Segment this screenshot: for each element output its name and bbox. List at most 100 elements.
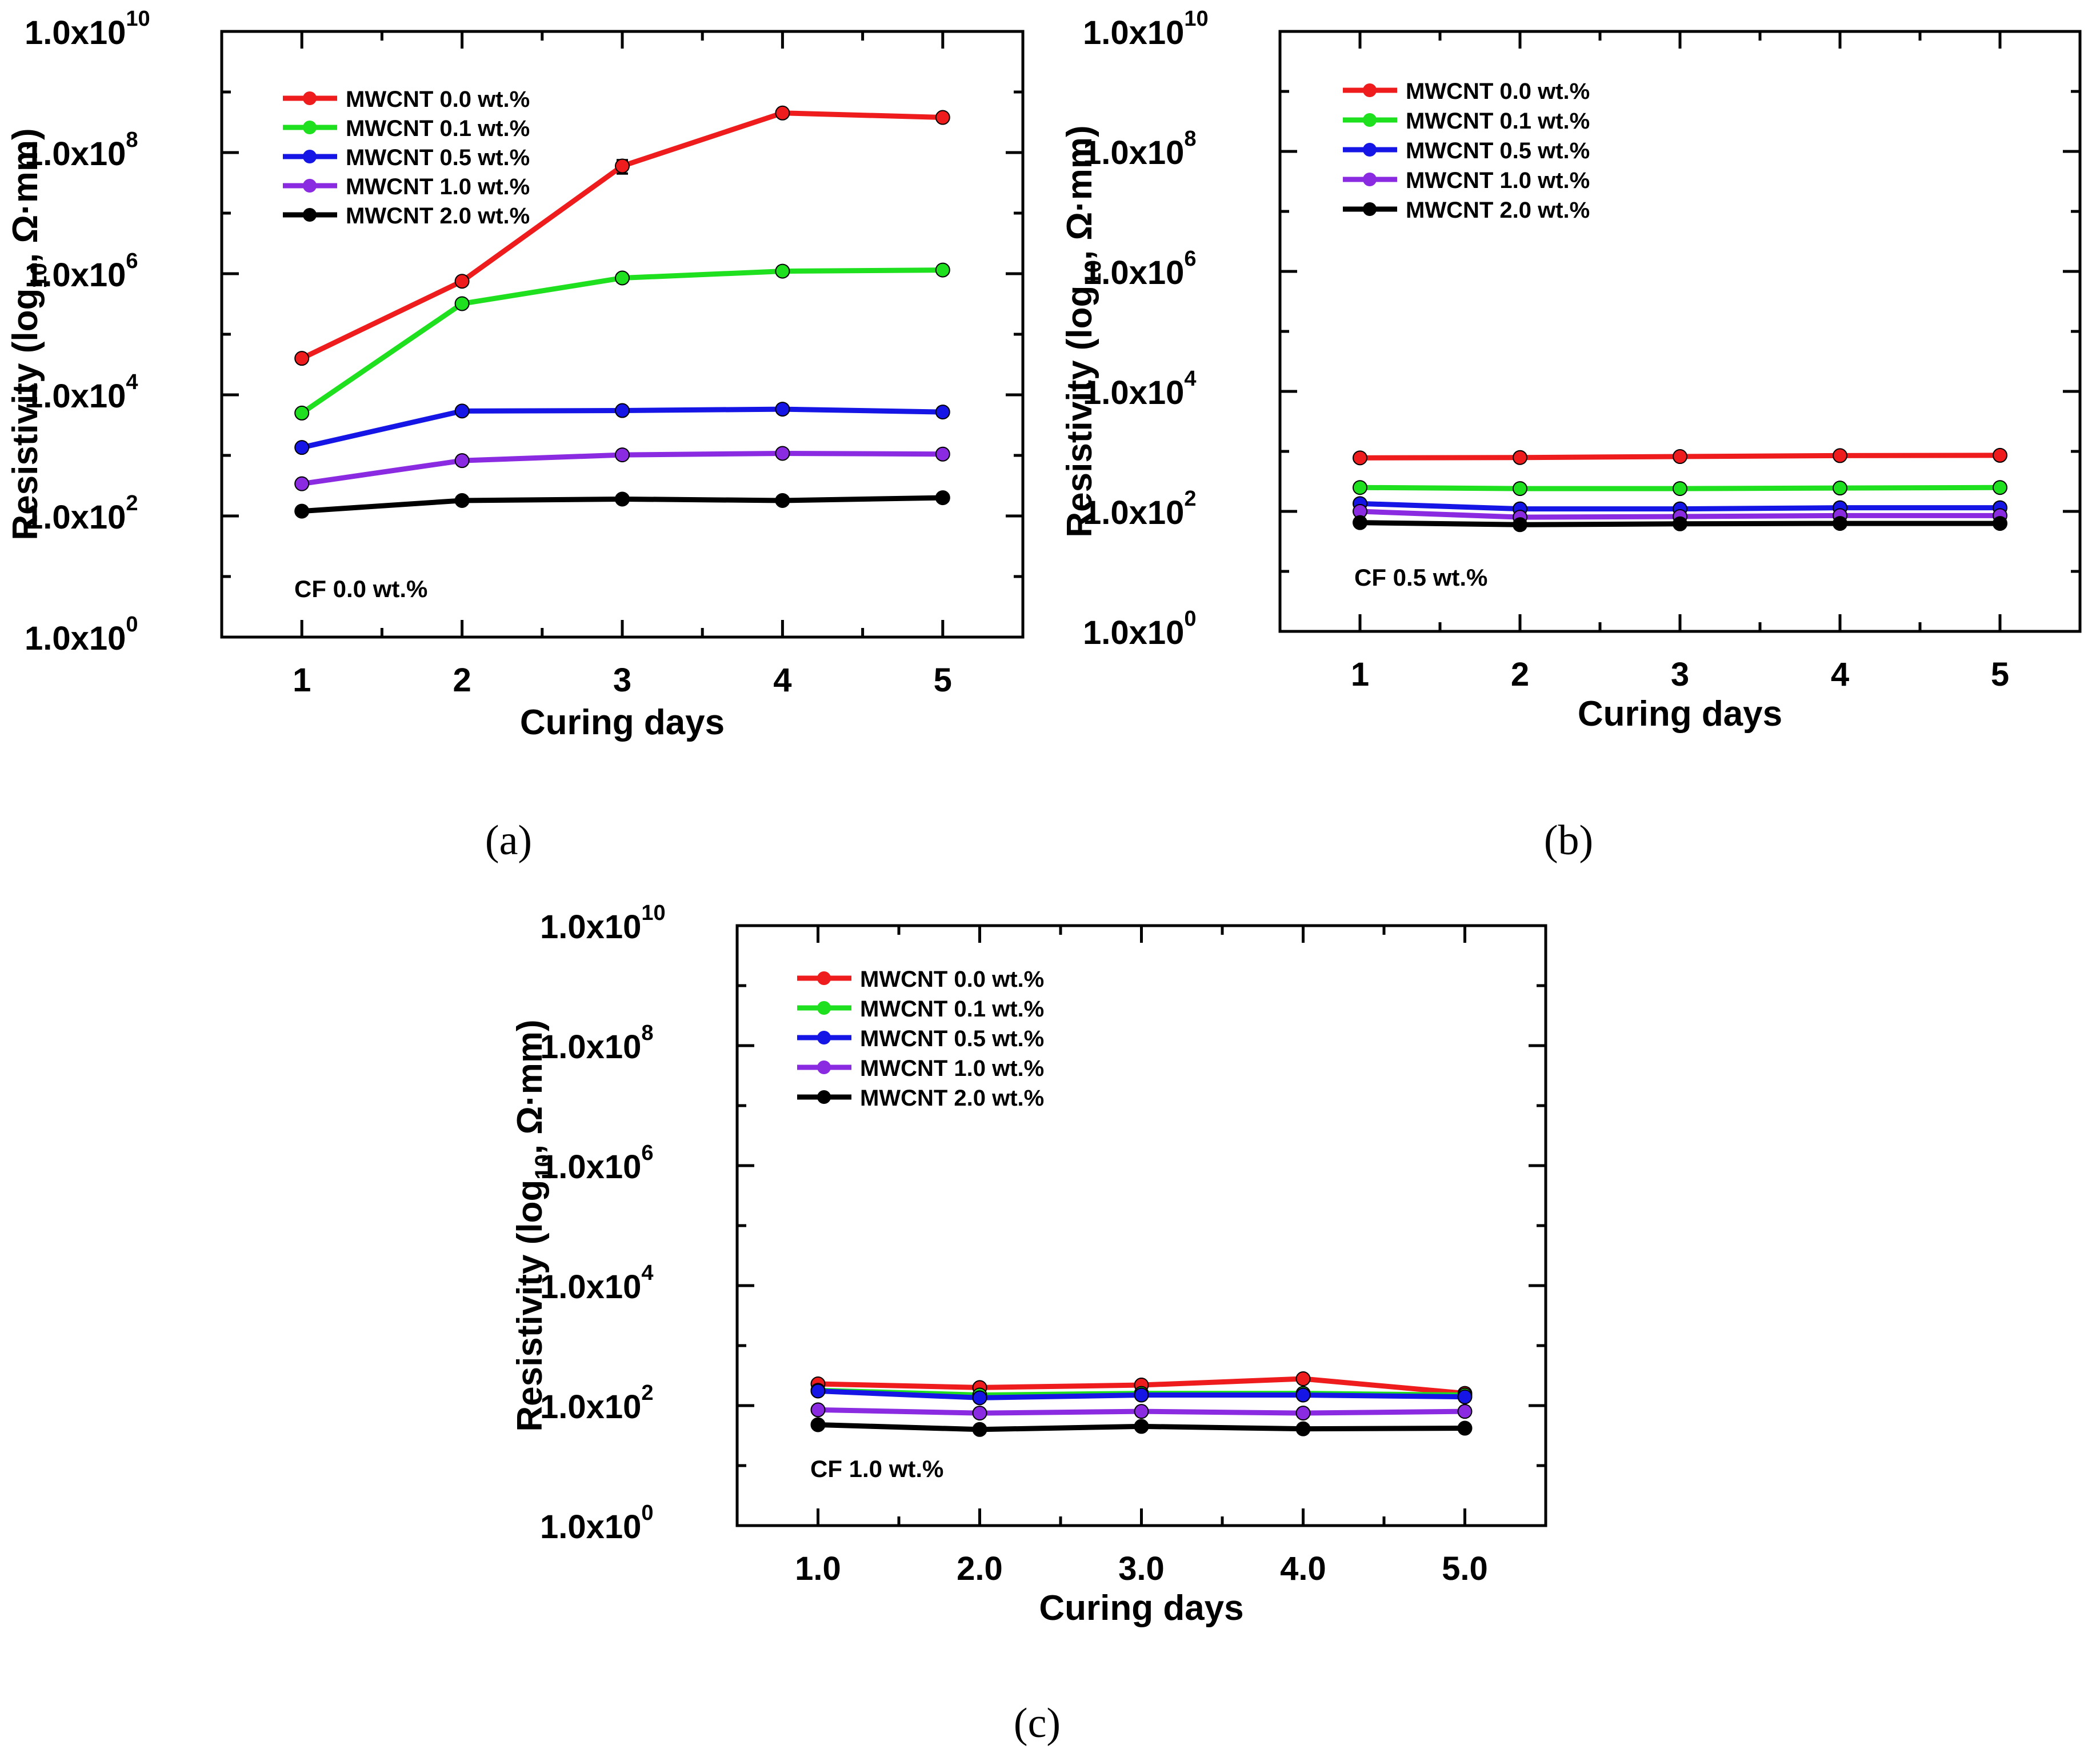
legend-label: MWCNT 0.0 wt.% [860,967,1044,992]
y-tick-label: 1.0x104 [25,370,138,415]
series-5 [294,490,950,519]
plot-frame [1278,30,2082,633]
legend-label: MWCNT 0.5 wt.% [346,145,530,170]
data-point [615,447,630,463]
legend-marker [817,971,831,985]
x-tick-label: 1 [293,662,311,699]
data-point [1134,1387,1149,1403]
y-tick-mantissa: 1.0x10 [1083,614,1184,651]
y-tick-mantissa: 1.0x10 [25,499,126,536]
y-tick-label: 1.0x102 [540,1381,654,1426]
chart-panel-3: 1.0x1001.0x1021.0x1041.0x1061.0x1081.0x1… [510,901,1547,1628]
data-point [1457,1404,1473,1419]
legend-label: MWCNT 0.1 wt.% [346,116,530,141]
legend-marker [1363,173,1377,186]
data-point [1295,1387,1311,1403]
data-point [1134,1404,1149,1419]
legend-marker [1363,143,1377,157]
x-axis-title: Curing days [1039,1588,1243,1628]
y-tick-label: 1.0x1010 [540,901,666,946]
data-point [294,503,310,519]
x-tick-label: 5 [1991,656,2009,693]
legend-label: MWCNT 0.5 wt.% [1406,138,1590,163]
data-point [1295,1371,1311,1387]
data-point [972,1422,987,1437]
legend-label: MWCNT 0.1 wt.% [860,996,1044,1022]
x-tick-label: 1.0 [795,1550,841,1587]
y-tick-label: 1.0x106 [1083,247,1197,291]
data-point [1673,516,1687,531]
data-point [1353,515,1367,530]
y-tick-mantissa: 1.0x10 [540,908,641,946]
y-tick-exponent: 2 [126,491,138,515]
y-tick-exponent: 8 [641,1021,653,1045]
legend-marker [817,1031,831,1044]
y-tick-exponent: 8 [126,128,138,152]
legend-label: MWCNT 2.0 wt.% [346,203,530,229]
y-tick-label: 1.0x108 [1083,127,1197,171]
data-point [810,1402,826,1418]
data-point [1353,450,1367,466]
data-point [775,402,790,417]
y-tick-mantissa: 1.0x10 [25,14,126,51]
y-axis-title-main: Resistivity (log [1060,286,1099,538]
legend-label: MWCNT 2.0 wt.% [860,1086,1044,1111]
y-tick-mantissa: 1.0x10 [1083,374,1184,411]
panel-annotation: CF 0.5 wt.% [1354,564,1487,591]
data-point [615,491,630,507]
plot-frame [220,30,1025,639]
y-tick-exponent: 0 [1184,607,1196,631]
y-tick-exponent: 10 [641,901,665,925]
data-point [775,263,790,279]
legend-label: MWCNT 0.0 wt.% [346,87,530,112]
chart-panel-1: 1.0x1001.0x1021.0x1041.0x1061.0x1081.0x1… [6,7,1025,742]
y-tick-exponent: 4 [641,1261,653,1285]
y-tick-mantissa: 1.0x10 [1083,494,1184,531]
x-axis-title: Curing days [520,703,725,742]
legend-marker [303,150,317,163]
legend-marker [303,121,317,134]
data-point [1295,1406,1311,1421]
legend-label: MWCNT 1.0 wt.% [860,1056,1044,1081]
data-point [935,490,950,506]
data-point [775,493,790,508]
data-point [1134,1419,1149,1434]
data-point [972,1390,987,1406]
y-axis-title-tail: , Ω·mm) [1060,125,1099,260]
data-point [615,158,630,174]
series-3 [810,1383,1473,1406]
data-point [454,296,470,311]
y-tick-exponent: 4 [1184,367,1196,391]
y-tick-label: 1.0x108 [25,128,138,173]
data-point [1513,450,1527,465]
y-tick-exponent: 10 [126,7,150,31]
y-axis-title-sub: 10 [26,263,51,289]
data-point [935,110,950,125]
x-tick-label: 4.0 [1280,1550,1326,1587]
x-tick-label: 2.0 [957,1550,1003,1587]
data-point [454,453,470,469]
y-tick-exponent: 10 [1184,7,1208,31]
data-point [935,262,950,278]
data-point [454,274,470,289]
panel-annotation: CF 1.0 wt.% [810,1455,943,1482]
legend-label: MWCNT 0.1 wt.% [1406,109,1590,134]
legend-marker [303,91,317,105]
x-tick-label: 4 [1831,656,1849,693]
legend-marker [1363,83,1377,97]
panel-caption: (c) [1014,1700,1061,1747]
data-point [454,403,470,419]
x-tick-label: 3.0 [1118,1550,1165,1587]
x-tick-label: 4 [773,662,791,699]
legend: MWCNT 0.0 wt.% MWCNT 0.1 wt.% MWCNT 0.5 wt… [283,87,530,229]
data-point [454,493,470,508]
y-tick-mantissa: 1.0x10 [25,378,126,415]
y-tick-label: 1.0x106 [540,1141,654,1186]
y-tick-exponent: 0 [641,1501,653,1525]
plot-frame [735,924,1547,1527]
y-tick-mantissa: 1.0x10 [1083,14,1184,51]
x-tick-label: 5 [934,662,952,699]
y-tick-mantissa: 1.0x10 [25,620,126,657]
y-tick-exponent: 6 [641,1141,653,1165]
data-point [972,1406,987,1421]
